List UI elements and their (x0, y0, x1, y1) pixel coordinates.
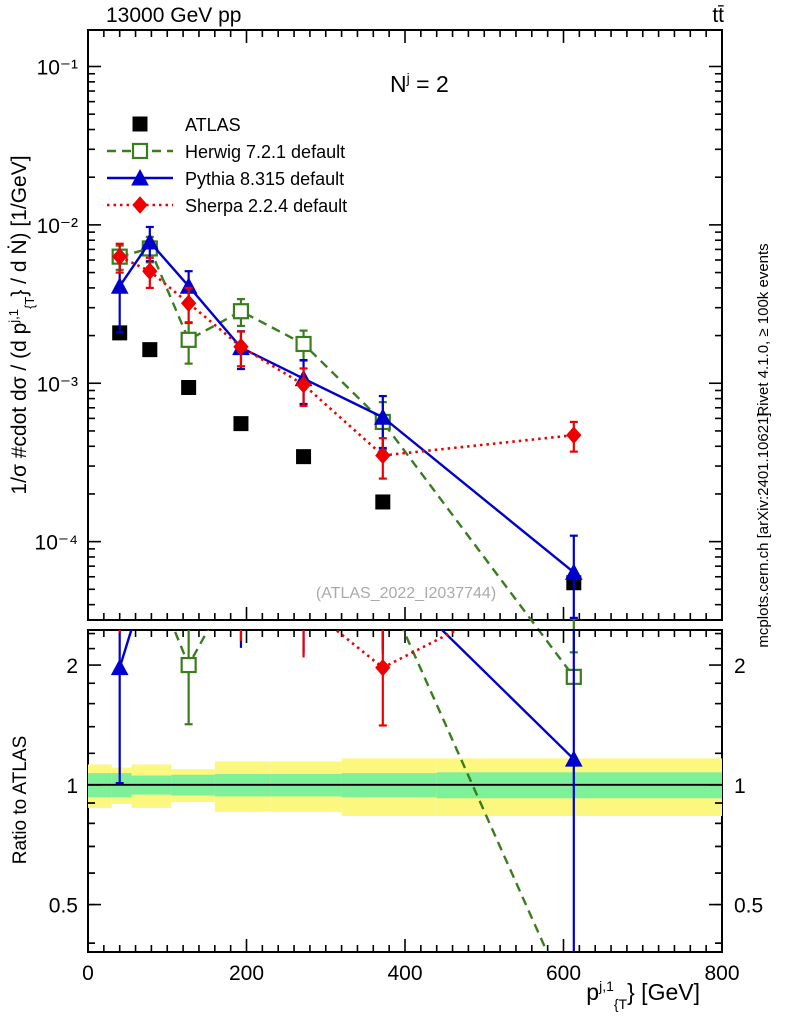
y-tick-label: 10⁻¹ (37, 56, 78, 79)
y-axis-title: 1/σ #cdot dσ / (d pj,1{T} / d Ṅ) [1/GeV… (6, 155, 37, 494)
data-point (110, 277, 129, 294)
ratio-axis-title: Ratio to ATLAS (10, 736, 31, 865)
data-point (180, 331, 197, 348)
ratio-y-tick-label: 1 (66, 775, 78, 798)
legend-label: Herwig 7.2.1 default (185, 142, 345, 162)
ratio-series-pythia (110, 630, 583, 952)
ratio-uncertainty-band (88, 758, 722, 816)
data-point (142, 342, 158, 358)
ratio-x-axis-ticks (87, 630, 723, 952)
njet-annotation: Nj = 2 (390, 70, 449, 97)
main-y-axis-labels: 10⁻¹ 10⁻² 10⁻³ 10⁻⁴ (35, 56, 78, 554)
ratio-y-tick-label-right: 0.5 (734, 895, 763, 918)
legend-entry-atlas: ATLAS (132, 115, 241, 135)
rivet-version-label: Rivet 4.1.0, ≥ 100k events (755, 243, 772, 416)
legend-marker (131, 142, 149, 160)
legend-entry-sherpa: Sherpa 2.2.4 default (107, 196, 347, 216)
y-tick-label: 10⁻³ (37, 373, 78, 396)
data-point (181, 380, 197, 396)
ratio-y-axis-labels: 2 2 1 1 0.5 0.5 (49, 655, 763, 918)
main-panel-data-series (110, 225, 583, 685)
data-point (295, 375, 312, 394)
ratio-panel-data-series (110, 630, 583, 952)
ratio-series-sherpa (118, 630, 460, 727)
data-point (232, 303, 250, 320)
main-panel-frame (87, 29, 723, 621)
data-point (375, 446, 391, 465)
ratio-data-point (180, 656, 197, 674)
main-y-axis-ticks (88, 65, 722, 606)
x-tick-label: 400 (387, 962, 422, 985)
y-tick-label: 10⁻² (37, 215, 78, 238)
legend-label: ATLAS (185, 115, 241, 135)
data-point (233, 337, 249, 356)
y-tick-label: 10⁻⁴ (35, 532, 78, 555)
labels-and-titles: 13000 GeV pp tt̄ 1/σ #cdot dσ / (d pj,1{T}… (6, 4, 772, 1012)
legend-marker (131, 168, 149, 186)
data-point (140, 232, 159, 250)
ratio-y-axis-ticks (88, 632, 722, 944)
data-point (295, 335, 312, 353)
legend-label: Pythia 8.315 default (185, 169, 344, 189)
legend-marker (132, 196, 148, 214)
x-tick-label: 600 (546, 962, 581, 985)
legend-entry-pythia: Pythia 8.315 default (107, 168, 344, 189)
main-panel-border (87, 29, 723, 621)
ratio-data-point (110, 658, 129, 676)
data-point (142, 262, 158, 280)
data-point (564, 563, 583, 580)
x-tick-label: 200 (229, 962, 264, 985)
legend-label: Sherpa 2.2.4 default (185, 196, 347, 216)
legend: ATLAS Herwig 7.2.1 default Pythia 8.315 de… (107, 115, 347, 216)
data-point (296, 449, 312, 465)
ratio-y-tick-label: 0.5 (49, 895, 78, 918)
analysis-watermark: (ATLAS_2022_I2037744) (316, 585, 496, 602)
header-right-label: tt̄ (712, 4, 724, 27)
legend-entry-herwig: Herwig 7.2.1 default (107, 142, 345, 162)
main-x-axis-ticks (87, 30, 723, 620)
x-tick-label: 800 (704, 962, 739, 985)
series-sherpa (112, 242, 582, 480)
ratio-data-point (564, 750, 583, 767)
ratio-y-tick-label-right: 1 (734, 775, 746, 798)
ratio-data-point (375, 658, 391, 677)
series-atlas (112, 325, 582, 591)
legend-marker (132, 116, 148, 132)
data-point (180, 294, 197, 313)
mcplots-reference-label: mcplots.cern.ch [arXiv:2401.10621] (755, 412, 772, 647)
ratio-y-tick-label-right: 2 (734, 655, 746, 678)
data-point (112, 247, 128, 266)
x-tick-label: 0 (82, 962, 94, 985)
data-point (233, 416, 249, 432)
header-left-label: 13000 GeV pp (106, 4, 241, 27)
ratio-y-tick-label: 2 (66, 655, 78, 678)
x-axis-title: pj,1{T} [GeV] (586, 978, 700, 1012)
data-point (375, 494, 391, 510)
data-point (373, 408, 392, 425)
x-axis-labels: 0 200 400 600 800 (82, 962, 739, 985)
series-pythia (110, 225, 583, 619)
data-point (566, 426, 582, 444)
